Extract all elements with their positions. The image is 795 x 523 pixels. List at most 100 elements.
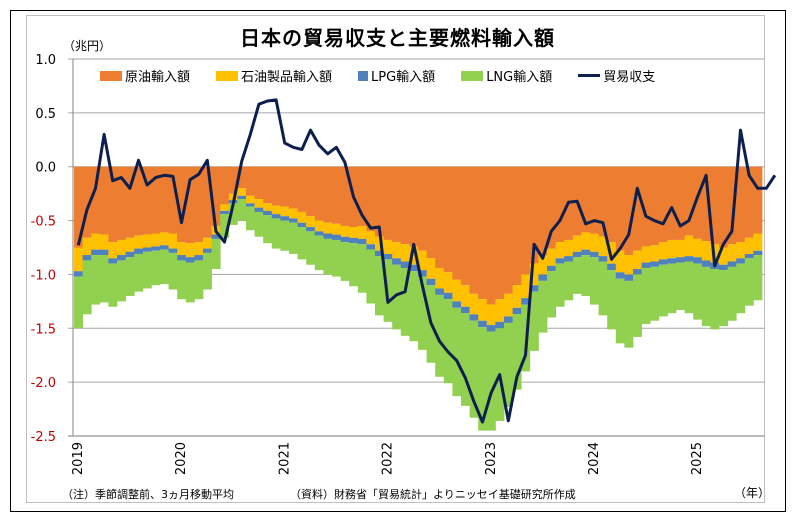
bar-2-10 xyxy=(160,245,169,250)
bar-2-56 xyxy=(555,258,565,264)
bar-3-42 xyxy=(435,294,445,377)
bar-3-74 xyxy=(710,269,720,330)
bar-3-39 xyxy=(409,271,419,342)
bar-3-23 xyxy=(271,218,281,249)
bar-0-36 xyxy=(383,166,393,240)
bar-2-17 xyxy=(220,210,230,215)
y-tick-label-0: 1.0 xyxy=(35,53,56,68)
bar-3-44 xyxy=(452,307,462,397)
y-tick-label-2: 0.0 xyxy=(35,161,56,176)
bar-2-44 xyxy=(452,301,462,308)
bar-1-9 xyxy=(151,233,161,247)
source-text: （資料）財務省「貿易統計」よりニッセイ基礎研究所作成 xyxy=(290,488,576,501)
bar-2-39 xyxy=(409,264,419,272)
bar-3-43 xyxy=(443,299,453,384)
bar-3-21 xyxy=(254,211,264,237)
bar-0-7 xyxy=(134,166,144,236)
bar-2-24 xyxy=(280,216,290,221)
bar-3-54 xyxy=(538,280,548,333)
bar-2-38 xyxy=(400,261,410,268)
bar-2-53 xyxy=(529,285,539,292)
bar-2-76 xyxy=(727,261,737,267)
bar-3-15 xyxy=(203,252,212,290)
bar-1-23 xyxy=(271,205,281,215)
bar-2-6 xyxy=(125,251,135,258)
bar-3-59 xyxy=(581,255,591,296)
bar-0-4 xyxy=(108,166,118,243)
bar-1-32 xyxy=(349,227,359,238)
x-tick-label-2024: 2024 xyxy=(587,442,602,475)
bar-3-67 xyxy=(650,266,660,321)
bar-0-44 xyxy=(452,166,462,280)
bar-2-72 xyxy=(693,257,703,264)
bar-2-51 xyxy=(512,307,522,315)
bar-3-61 xyxy=(598,261,608,316)
bar-2-60 xyxy=(590,251,599,258)
bar-2-7 xyxy=(134,248,144,254)
bar-0-30 xyxy=(332,166,341,224)
bar-2-11 xyxy=(168,248,178,253)
bar-1-21 xyxy=(254,199,264,208)
bar-2-25 xyxy=(289,218,298,223)
bar-1-61 xyxy=(598,236,608,257)
bar-0-16 xyxy=(211,166,221,226)
bar-3-55 xyxy=(547,271,556,318)
bar-2-66 xyxy=(641,262,651,268)
bar-0-59 xyxy=(581,166,591,233)
bar-3-2 xyxy=(91,255,101,305)
stacked-bars xyxy=(74,166,763,431)
bar-2-16 xyxy=(211,234,221,239)
bar-3-25 xyxy=(289,222,298,254)
bar-2-55 xyxy=(547,265,556,272)
legend-swatch-products xyxy=(216,70,239,81)
bar-2-20 xyxy=(246,203,255,207)
bar-0-2 xyxy=(91,166,101,234)
bar-0-45 xyxy=(461,166,470,286)
bar-0-27 xyxy=(306,166,316,217)
bar-3-77 xyxy=(736,263,746,314)
bar-2-34 xyxy=(366,244,376,250)
bar-3-51 xyxy=(512,314,522,390)
bar-3-7 xyxy=(134,253,144,292)
bar-2-29 xyxy=(323,233,333,239)
bar-1-56 xyxy=(555,242,565,259)
bar-0-20 xyxy=(246,166,255,196)
bar-0-0 xyxy=(74,166,83,248)
bar-0-73 xyxy=(701,166,711,242)
bar-1-41 xyxy=(426,258,436,279)
bar-0-18 xyxy=(228,166,238,194)
bar-3-48 xyxy=(486,331,496,431)
chart-title: 日本の貿易収支と主要燃料輸入額 xyxy=(240,26,555,50)
bar-1-8 xyxy=(142,234,152,248)
bar-1-7 xyxy=(134,235,144,249)
bar-2-63 xyxy=(615,272,625,279)
bar-0-26 xyxy=(297,166,307,212)
x-tick-label-2023: 2023 xyxy=(484,442,499,475)
bar-1-68 xyxy=(658,242,668,260)
bar-1-2 xyxy=(91,233,101,250)
bar-1-33 xyxy=(357,225,367,239)
bar-0-46 xyxy=(469,166,479,294)
bar-0-48 xyxy=(486,166,496,305)
bar-3-68 xyxy=(658,264,668,317)
bar-3-10 xyxy=(160,249,169,285)
trade-balance-line xyxy=(76,98,777,424)
bar-2-22 xyxy=(263,210,273,216)
bar-3-62 xyxy=(607,270,617,330)
bar-2-26 xyxy=(297,222,307,228)
bar-3-40 xyxy=(418,276,427,350)
bar-1-10 xyxy=(160,232,169,246)
bar-2-71 xyxy=(684,256,694,262)
bar-0-31 xyxy=(340,166,350,226)
bar-2-1 xyxy=(82,255,92,261)
legend-item-lng: LNG輸入額 xyxy=(461,66,552,85)
bar-0-12 xyxy=(177,166,187,243)
bar-1-79 xyxy=(753,233,763,251)
bar-2-4 xyxy=(108,258,118,264)
bar-0-54 xyxy=(538,166,548,256)
bar-0-64 xyxy=(624,166,634,256)
bar-0-14 xyxy=(194,166,204,243)
bar-2-69 xyxy=(667,258,677,264)
bar-2-30 xyxy=(332,234,341,240)
bar-1-45 xyxy=(461,285,470,307)
